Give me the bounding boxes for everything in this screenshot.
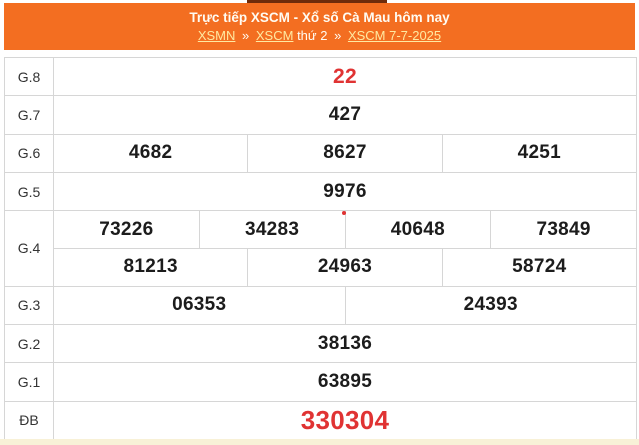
header: Trực tiếp XSCM - Xổ số Cà Mau hôm nay XS… (4, 3, 635, 50)
prize-row-g6: G.6 4682 8627 4251 (5, 133, 636, 172)
prize-cells: 06353 24393 (54, 286, 637, 325)
prize-label-g5: G.5 (5, 172, 54, 211)
breadcrumb-link-xscm[interactable]: XSCM (255, 28, 294, 43)
prize-cells: 22 (54, 58, 636, 95)
prize-label-g8: G.8 (5, 58, 54, 96)
prize-label-g1: G.1 (5, 363, 54, 401)
prize-number-g4-4: 73849 (490, 211, 636, 248)
prize-cells: 9976 (54, 173, 636, 210)
live-indicator-dot (342, 211, 346, 215)
prize-row-g2: G.2 38136 (5, 324, 636, 363)
breadcrumb-link-xsmn[interactable]: XSMN (197, 28, 236, 43)
prize-number-g4-3: 40648 (344, 211, 491, 248)
prize-label-g4: G.4 (5, 211, 54, 286)
prize-number-g7: 427 (328, 103, 362, 125)
prize-number-g4-6: 24963 (247, 248, 441, 286)
prize-row-g5: G.5 9976 (5, 171, 636, 211)
breadcrumb-link-date[interactable]: XSCM 7-7-2025 (347, 28, 442, 43)
breadcrumb-separator: » (334, 28, 342, 43)
prize-label-g6: G.6 (5, 134, 54, 172)
prize-row-g1: G.1 63895 (5, 362, 636, 401)
prize-row-g4: G.4 73226 34283 40648 73849 81213 24963 … (5, 210, 636, 286)
prize-row-g8: G.8 22 (5, 58, 636, 96)
prize-cells-top: 73226 34283 40648 73849 (54, 211, 636, 248)
prize-number-g6-3: 4251 (441, 134, 636, 172)
prize-number-g6-1: 4682 (128, 142, 173, 164)
prize-row-g3: G.3 06353 24393 (5, 285, 637, 325)
prize-number-g2: 38136 (317, 332, 373, 354)
clipped-content-bar (247, 0, 387, 3)
breadcrumb-weekday: thứ 2 (297, 28, 328, 43)
prize-number-g5: 9976 (323, 180, 367, 202)
prize-cells: 330304 (54, 402, 636, 439)
prize-number-g4-2: 34283 (198, 211, 345, 248)
prize-label-g3: G.3 (5, 286, 54, 325)
prize-cells-group: 73226 34283 40648 73849 81213 24963 5872… (54, 211, 636, 286)
bottom-strip (0, 439, 639, 445)
page-title: Trực tiếp XSCM - Xổ số Cà Mau hôm nay (189, 10, 450, 25)
prize-number-db: 330304 (300, 404, 390, 435)
breadcrumb-separator: » (242, 28, 250, 43)
prize-cells-bottom: 81213 24963 58724 (54, 247, 636, 286)
prize-number-g4-5: 81213 (123, 256, 178, 278)
prize-label-g2: G.2 (5, 325, 54, 363)
breadcrumb: XSMN » XSCM thứ 2 » XSCM 7-7-2025 (4, 27, 635, 45)
prize-number-g6-2: 8627 (247, 134, 441, 172)
prize-cells: 427 (54, 96, 636, 133)
prize-cells: 4682 8627 4251 (54, 134, 636, 172)
prize-number-g3-2: 24393 (344, 286, 637, 325)
prize-number-g1: 63895 (317, 371, 373, 393)
prize-number-g4-7: 58724 (441, 248, 636, 286)
results-table: G.8 22 G.7 427 G.6 4682 8627 4251 G.5 99… (4, 57, 637, 440)
prize-label-db: ĐB (5, 401, 54, 439)
prize-number-g3-1: 06353 (172, 294, 227, 316)
prize-label-g7: G.7 (5, 96, 54, 134)
prize-row-db: ĐB 330304 (5, 400, 636, 439)
prize-number-g8: 22 (333, 64, 357, 88)
prize-cells: 38136 (54, 325, 636, 362)
prize-row-g7: G.7 427 (5, 95, 636, 134)
prize-number-g4-1: 73226 (99, 218, 154, 240)
prize-cells: 63895 (54, 363, 636, 400)
